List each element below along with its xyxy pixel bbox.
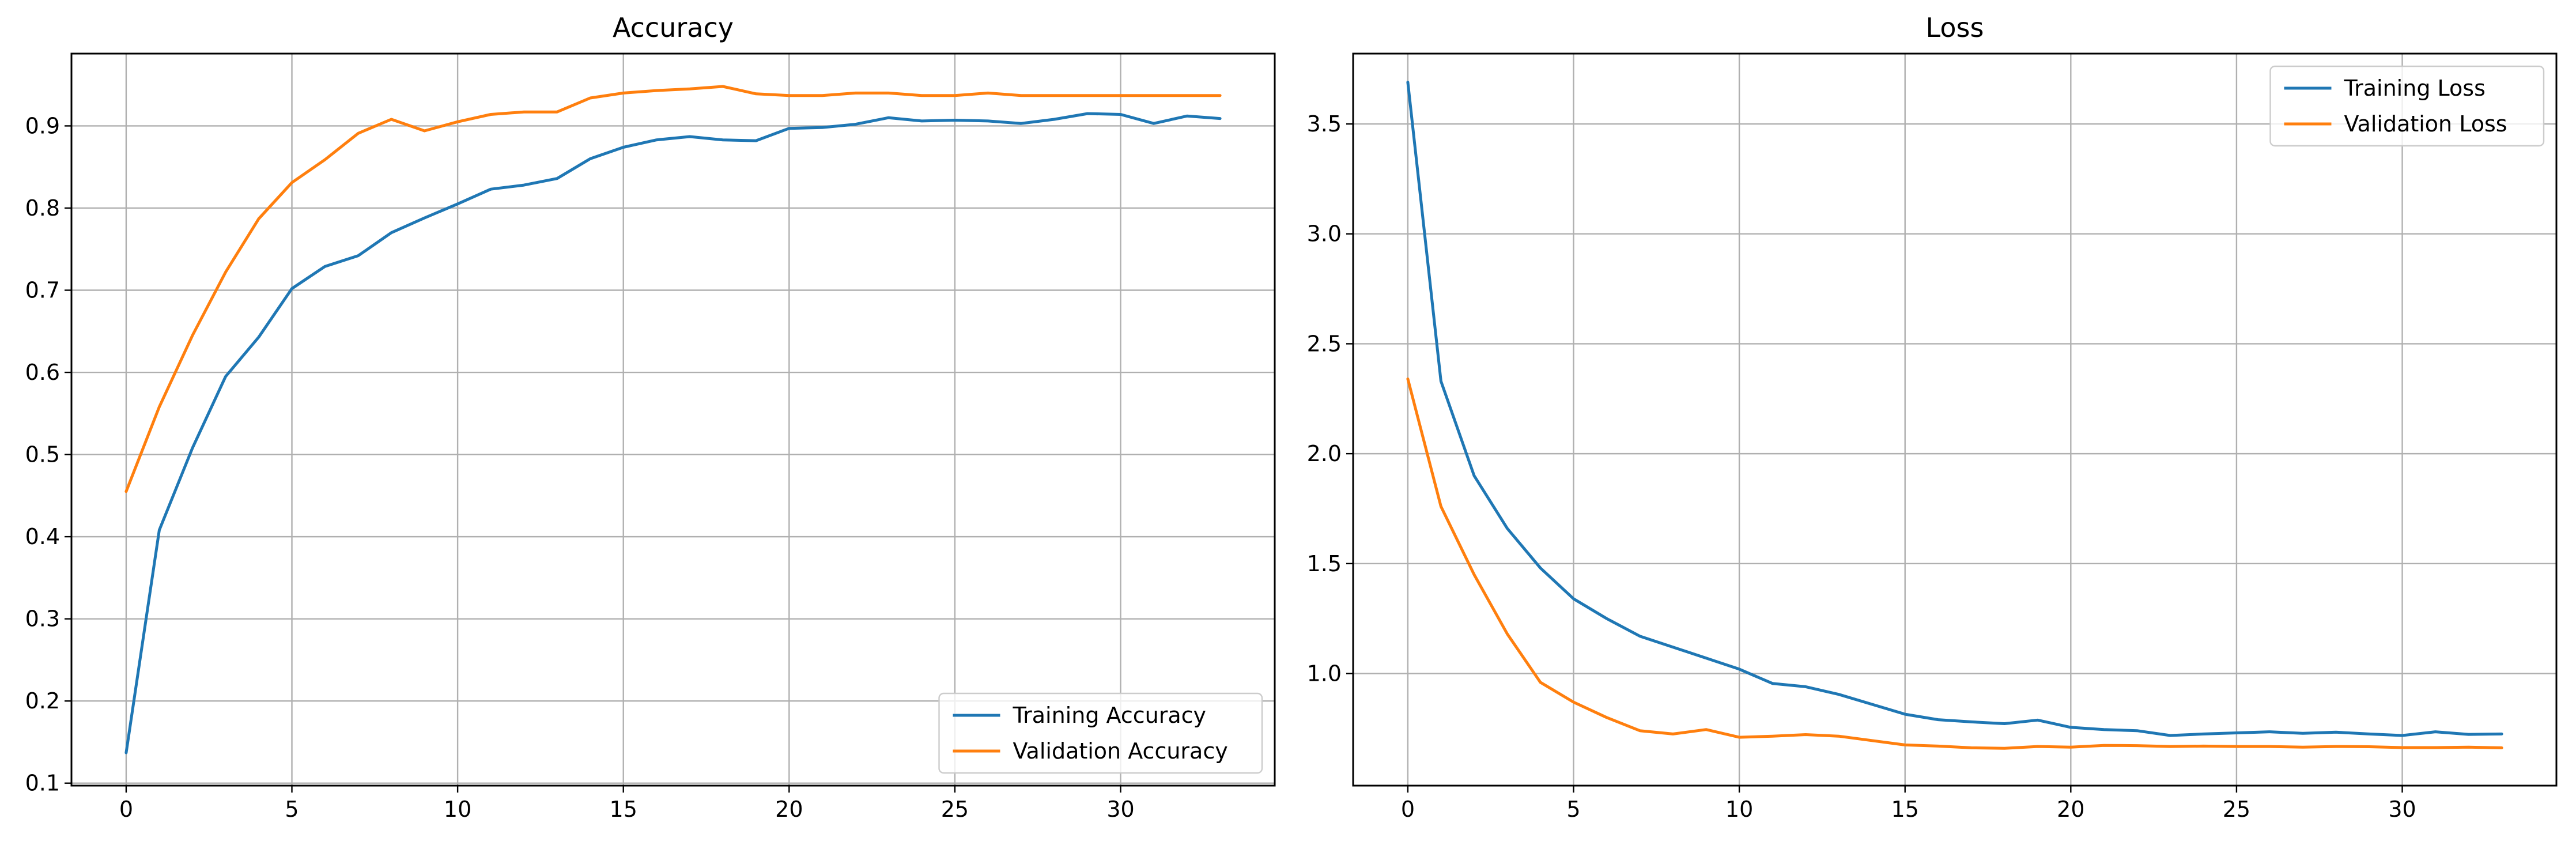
loss-x-tick-label: 15 <box>1891 797 1919 822</box>
accuracy-series-validation <box>124 85 1222 493</box>
loss-chart-title: Loss <box>1926 12 1984 43</box>
loss-y-tick-label: 3.5 <box>1307 111 1342 137</box>
accuracy-y-tick-label: 0.3 <box>25 606 60 632</box>
accuracy-y-tick-label: 0.8 <box>25 195 60 221</box>
loss-x-tick-label: 20 <box>2057 797 2084 822</box>
loss-legend-label: Validation Loss <box>2344 111 2507 137</box>
loss-y-tick-label: 2.5 <box>1307 331 1342 356</box>
accuracy-x-tick-label: 20 <box>775 797 803 822</box>
accuracy-y-tick-label: 0.6 <box>25 360 60 385</box>
loss-chart: 0 5 10 15 20 25 30 1.0 1.5 2.0 2.5 3.0 3.5 Loss Traini… <box>1307 12 2558 822</box>
accuracy-legend: Training Accuracy Validation Accuracy <box>938 692 1263 774</box>
accuracy-y-tick-label: 0.5 <box>25 442 60 467</box>
accuracy-x-tick-label: 5 <box>285 797 299 822</box>
accuracy-plot-frame <box>70 52 1276 787</box>
accuracy-y-tick-label: 0.9 <box>25 113 60 138</box>
loss-legend: Training Loss Validation Loss <box>2269 65 2545 147</box>
accuracy-x-tick-label: 0 <box>119 797 133 822</box>
accuracy-x-tick-label: 10 <box>444 797 471 822</box>
accuracy-y-tick-label: 0.7 <box>25 278 60 303</box>
loss-x-tick-label: 10 <box>1725 797 1753 822</box>
loss-y-tick-label: 1.5 <box>1307 551 1342 576</box>
loss-x-tick-label: 25 <box>2223 797 2250 822</box>
loss-y-tick-label: 3.0 <box>1307 221 1342 247</box>
loss-y-tick-label: 1.0 <box>1307 661 1342 686</box>
accuracy-legend-label: Training Accuracy <box>1013 703 1207 728</box>
accuracy-x-tick-label: 30 <box>1106 797 1134 822</box>
loss-x-tick-label: 30 <box>2388 797 2416 822</box>
accuracy-x-tick-label: 15 <box>610 797 637 822</box>
loss-x-tick-label: 0 <box>1401 797 1415 822</box>
loss-legend-box <box>2269 65 2545 147</box>
loss-plot-frame <box>1352 52 2558 787</box>
accuracy-legend-label: Validation Accuracy <box>1013 738 1228 764</box>
accuracy-chart: 0 5 10 15 20 25 30 0.1 0.2 0.3 0.4 0.5 0.6 0.7 0.8 0.9 A… <box>25 12 1276 822</box>
accuracy-y-tick-label: 0.1 <box>25 771 60 796</box>
accuracy-x-tick-label: 25 <box>941 797 969 822</box>
accuracy-y-tick-label: 0.4 <box>25 524 60 549</box>
accuracy-chart-title: Accuracy <box>613 12 734 43</box>
loss-y-tick-label: 2.0 <box>1307 441 1342 466</box>
loss-series-training <box>1406 81 2503 737</box>
accuracy-series-training <box>124 112 1222 755</box>
accuracy-legend-box <box>938 692 1263 774</box>
accuracy-y-tick-label: 0.2 <box>25 688 60 714</box>
loss-legend-label: Training Loss <box>2344 76 2486 101</box>
loss-series-validation <box>1406 377 2503 750</box>
loss-x-tick-label: 5 <box>1566 797 1580 822</box>
